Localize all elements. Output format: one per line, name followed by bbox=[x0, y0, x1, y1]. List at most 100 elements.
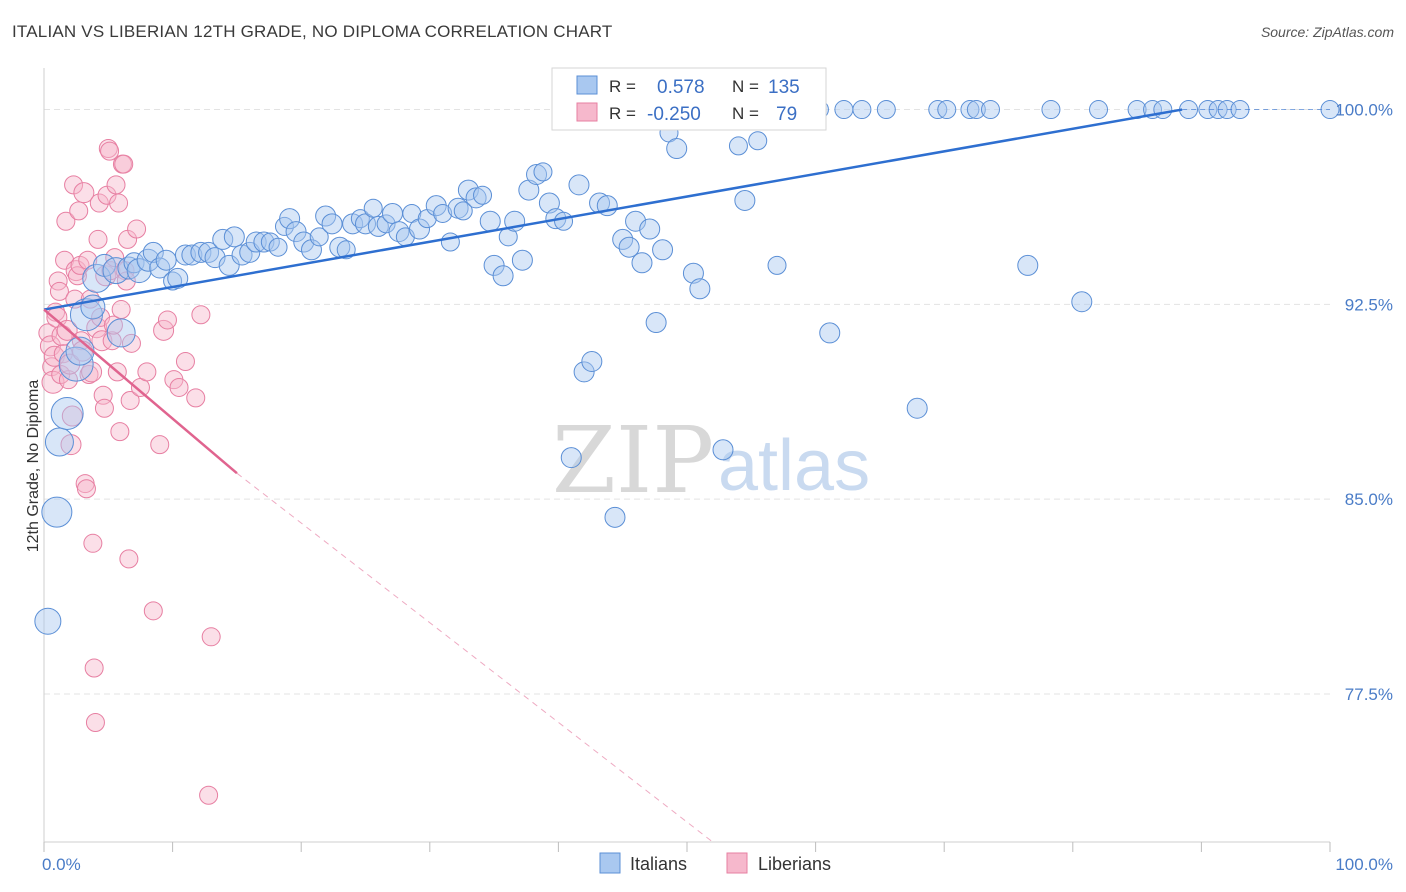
italians-point-83 bbox=[604, 506, 626, 528]
legend-n-label-liberians: N = bbox=[732, 104, 759, 123]
italians-point-89 bbox=[645, 312, 667, 334]
italians-point-59 bbox=[440, 232, 460, 252]
italians-point-58 bbox=[433, 203, 453, 223]
italians-point-40 bbox=[309, 227, 329, 247]
italians-point-42 bbox=[321, 213, 343, 235]
italians-point-115 bbox=[937, 100, 957, 120]
liberians-point-47 bbox=[100, 141, 120, 161]
italians-point-116 bbox=[960, 100, 980, 120]
liberians-point-3 bbox=[41, 370, 65, 394]
italians-point-61 bbox=[453, 201, 473, 221]
italians-point-76 bbox=[554, 211, 574, 231]
liberians-trend-extension bbox=[236, 472, 714, 843]
italians-point-113 bbox=[906, 397, 928, 419]
italians-point-122 bbox=[1089, 100, 1109, 120]
bottom-legend-swatch-italians bbox=[599, 852, 621, 874]
liberians-point-58 bbox=[114, 154, 134, 174]
italians-point-120 bbox=[1041, 100, 1061, 120]
chart-title: ITALIAN VS LIBERIAN 12TH GRADE, NO DIPLO… bbox=[12, 22, 613, 41]
liberians-point-76 bbox=[191, 305, 211, 325]
liberians-point-37 bbox=[86, 317, 108, 339]
y-tick-label-0: 77.5% bbox=[1345, 685, 1393, 704]
watermark: ZIP atlas bbox=[552, 407, 870, 514]
legend-n-italians: 135 bbox=[768, 77, 800, 98]
y-tick-label-2: 92.5% bbox=[1345, 295, 1393, 314]
y-tick-labels: 77.5% 85.0% 92.5% 100.0% bbox=[1335, 101, 1393, 704]
y-tick-label-1: 85.0% bbox=[1345, 490, 1393, 509]
liberians-point-13 bbox=[56, 211, 76, 231]
x-tick-label-0: 0.0% bbox=[42, 855, 81, 874]
italians-point-121 bbox=[1071, 291, 1093, 313]
axes bbox=[43, 68, 1331, 852]
italians-point-70 bbox=[511, 249, 533, 271]
liberians-point-18 bbox=[61, 405, 83, 427]
liberians-point-63 bbox=[120, 390, 140, 410]
italians-point-31 bbox=[245, 231, 267, 253]
italians-point-8 bbox=[82, 263, 112, 293]
liberians-point-23 bbox=[69, 201, 89, 221]
italians-point-13 bbox=[123, 252, 145, 274]
italians-point-20 bbox=[167, 267, 189, 289]
liberians-point-38 bbox=[88, 229, 108, 249]
italians-point-36 bbox=[279, 208, 301, 230]
legend-n-label-italians: N = bbox=[732, 77, 759, 96]
legend-swatch-italians bbox=[576, 75, 598, 95]
bottom-legend-swatch-liberians bbox=[726, 852, 748, 874]
x-tick-label-1: 100.0% bbox=[1335, 855, 1393, 874]
italians-point-47 bbox=[355, 213, 376, 235]
italians-point-22 bbox=[181, 244, 203, 266]
italians-point-85 bbox=[618, 236, 640, 258]
italians-point-64 bbox=[473, 185, 493, 205]
italians-point-102 bbox=[748, 131, 768, 151]
stats-legend: R = 0.578 N = 135 R = -0.250 N = 79 bbox=[551, 67, 827, 131]
liberians-point-27 bbox=[73, 182, 95, 204]
italians-point-80 bbox=[581, 350, 603, 372]
liberians-point-78 bbox=[201, 627, 221, 647]
liberians-point-8 bbox=[49, 281, 69, 301]
italians-trend-line bbox=[43, 108, 1183, 311]
italians-point-48 bbox=[363, 198, 383, 218]
italians-point-127 bbox=[1198, 100, 1218, 120]
italians-point-110 bbox=[834, 100, 854, 120]
italians-point-111 bbox=[852, 100, 872, 120]
liberians-point-62 bbox=[119, 549, 139, 569]
liberians-point-52 bbox=[106, 175, 126, 195]
y-axis-label: 12th Grade, No Diploma bbox=[25, 380, 42, 553]
italians-point-2 bbox=[44, 427, 74, 457]
legend-r-liberians: -0.250 bbox=[647, 104, 701, 125]
italians-point-63 bbox=[465, 187, 487, 209]
italians-point-51 bbox=[382, 202, 404, 224]
italians-point-18 bbox=[155, 249, 177, 271]
italians-point-88 bbox=[639, 218, 661, 240]
liberians-point-69 bbox=[150, 435, 170, 455]
liberians-point-64 bbox=[121, 333, 141, 353]
italians-point-74 bbox=[538, 192, 560, 214]
liberians-point-70 bbox=[153, 319, 175, 341]
liberians-trend-line bbox=[43, 308, 238, 475]
liberians-point-56 bbox=[111, 300, 131, 320]
italians-points bbox=[34, 100, 1340, 635]
italians-point-109 bbox=[819, 322, 841, 344]
series-legend: Italians Liberians bbox=[599, 852, 831, 874]
italians-point-29 bbox=[231, 244, 253, 266]
liberians-point-7 bbox=[48, 271, 68, 291]
x-tick-labels: 0.0% 100.0% bbox=[42, 855, 1393, 874]
bottom-legend-liberians: Liberians bbox=[758, 854, 831, 874]
legend-swatch-liberians bbox=[576, 102, 598, 122]
liberians-point-35 bbox=[84, 658, 104, 678]
italians-point-92 bbox=[666, 138, 688, 160]
italians-point-95 bbox=[689, 278, 711, 300]
liberians-point-41 bbox=[91, 330, 113, 352]
italians-point-118 bbox=[980, 100, 1000, 120]
italians-point-39 bbox=[300, 239, 322, 261]
bottom-legend-italians: Italians bbox=[630, 854, 687, 874]
liberians-point-50 bbox=[103, 315, 123, 335]
italians-point-55 bbox=[409, 218, 431, 240]
italians-point-78 bbox=[568, 174, 590, 196]
italians-point-1 bbox=[41, 496, 73, 528]
italians-point-77 bbox=[560, 447, 582, 469]
italians-point-28 bbox=[223, 226, 245, 248]
italians-point-119 bbox=[1017, 254, 1039, 276]
italians-point-72 bbox=[526, 163, 548, 185]
